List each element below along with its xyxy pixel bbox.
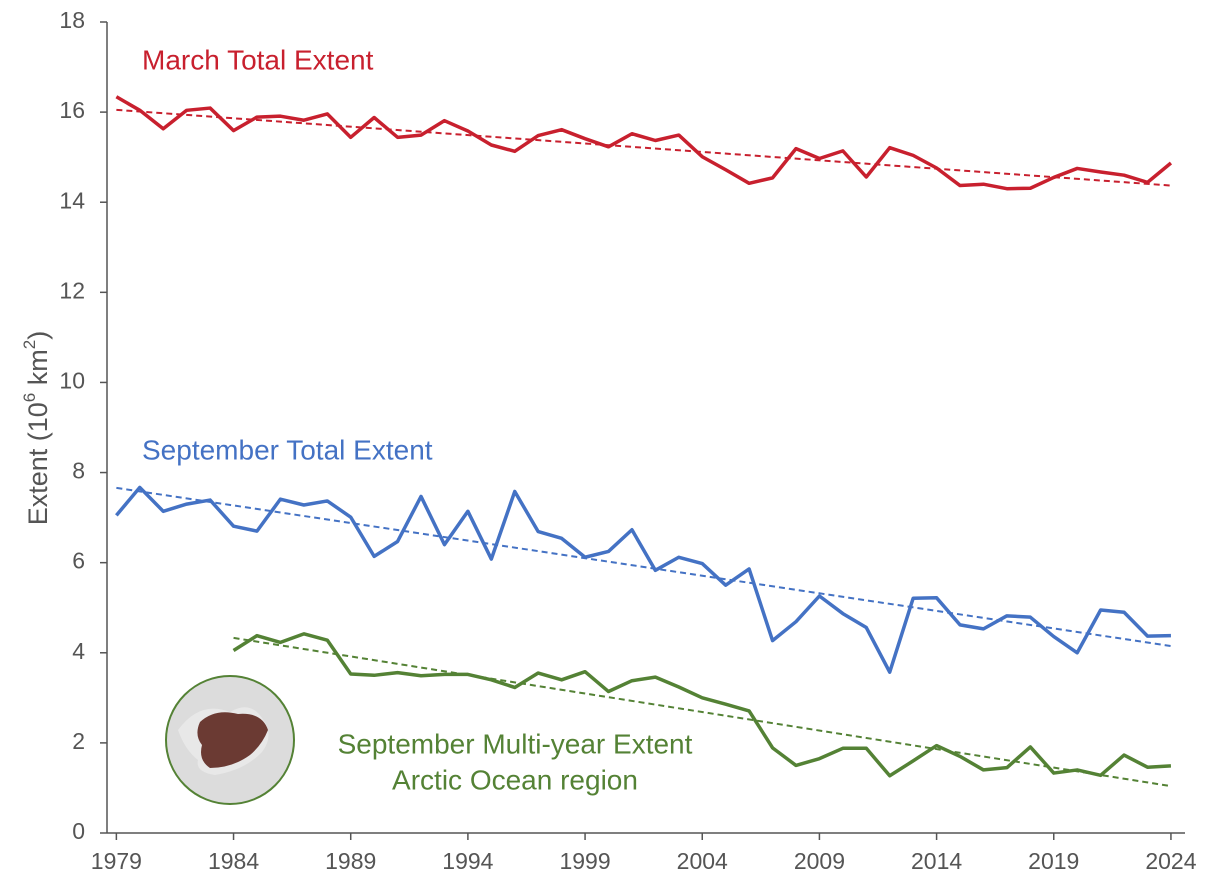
- x-tick-label: 2014: [911, 848, 962, 874]
- y-tick-label: 18: [59, 7, 85, 33]
- x-tick-label: 1984: [208, 848, 259, 874]
- globe-inset: [166, 676, 294, 804]
- trend-line: [234, 638, 1171, 786]
- x-tick-label: 1994: [442, 848, 493, 874]
- y-tick-label: 10: [59, 368, 85, 394]
- y-label-part: ): [23, 331, 53, 340]
- x-tick-label: 1979: [91, 848, 142, 874]
- series-label: September Multi-year Extent: [338, 728, 693, 759]
- series-line: [116, 97, 1171, 189]
- y-tick-label: 14: [59, 187, 85, 213]
- y-axis-label: Extent (106 km2): [20, 331, 53, 526]
- series-label: March Total Extent: [142, 44, 374, 75]
- y-tick-label: 12: [59, 277, 85, 303]
- y-label-part: Extent (10: [23, 402, 53, 525]
- y-tick-label: 2: [72, 728, 85, 754]
- y-label-sup: 6: [20, 393, 39, 402]
- x-tick-label: 1999: [559, 848, 610, 874]
- y-tick-label: 0: [72, 818, 85, 844]
- y-tick-label: 6: [72, 548, 85, 574]
- x-tick-label: 2024: [1145, 848, 1196, 874]
- x-tick-label: 2019: [1028, 848, 1079, 874]
- trend-line: [116, 488, 1171, 646]
- y-tick-label: 4: [72, 638, 85, 664]
- x-tick-label: 1989: [325, 848, 376, 874]
- y-label-part: km: [23, 349, 53, 393]
- trend-line: [116, 110, 1171, 186]
- y-tick-label: 16: [59, 97, 85, 123]
- y-tick-label: 8: [72, 458, 85, 484]
- chart: Extent (106 km2) 02468101214161819791984…: [0, 0, 1214, 884]
- series-label: September Total Extent: [142, 434, 433, 465]
- y-label-sup: 2: [20, 340, 39, 349]
- x-tick-label: 2004: [677, 848, 728, 874]
- series-sublabel: Arctic Ocean region: [392, 764, 638, 795]
- x-tick-label: 2009: [794, 848, 845, 874]
